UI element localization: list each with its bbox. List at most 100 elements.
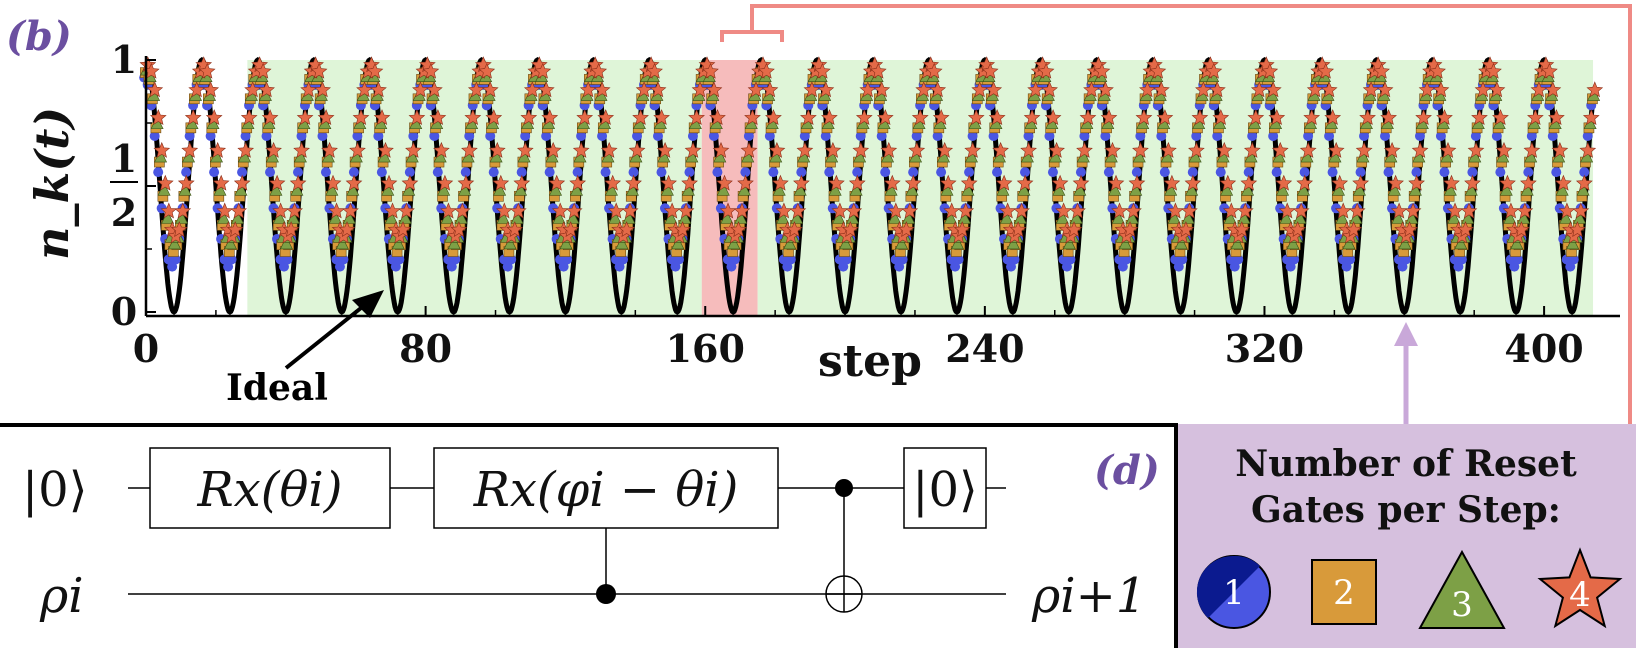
marker-4-214 (887, 202, 905, 219)
marker-4-156 (684, 141, 702, 158)
marker-1-381 (1470, 130, 1481, 141)
marker-4-43 (289, 174, 307, 191)
marker-4-67 (373, 109, 391, 126)
marker-1-387 (1491, 130, 1502, 141)
marker-4-332 (1299, 141, 1317, 158)
marker-4-117 (548, 174, 566, 191)
marker-4-242 (985, 81, 1003, 98)
marker-4-25 (226, 221, 244, 238)
marker-4-333 (1303, 109, 1321, 126)
marker-4-108 (516, 141, 534, 158)
marker-4-187 (793, 174, 810, 191)
marker-1-388 (1495, 167, 1506, 178)
marker-4-252 (1020, 141, 1037, 158)
reset-gate (903, 447, 987, 529)
marker-4-44 (293, 141, 310, 158)
marker-4-268 (1076, 141, 1093, 158)
highlight-bracket (720, 30, 784, 42)
marker-1-185 (785, 254, 796, 265)
marker-4-389 (1499, 174, 1516, 191)
marker-4-5 (156, 174, 174, 191)
marker-4-77 (408, 109, 426, 126)
marker-4-251 (1016, 174, 1034, 191)
marker-1-221 (911, 130, 922, 141)
marker-4-210 (873, 81, 891, 98)
marker-4-220 (908, 141, 926, 158)
marker-4-404 (1551, 141, 1569, 158)
marker-3-184 (783, 236, 797, 250)
marker-4-105 (506, 221, 524, 238)
marker-4-330 (1292, 202, 1310, 219)
marker-4-68 (377, 141, 394, 158)
marker-1-147 (653, 130, 663, 141)
marker-1-228 (936, 167, 947, 178)
marker-4-65 (366, 62, 384, 79)
marker-4-244 (992, 141, 1009, 158)
legend-star-icon (1537, 547, 1623, 629)
marker-1-93 (464, 130, 475, 141)
marker-4-345 (1345, 221, 1363, 238)
marker-4-177 (758, 62, 775, 79)
marker-4-267 (1072, 174, 1090, 191)
gate-rx-theta (149, 447, 391, 529)
marker-4-274 (1097, 81, 1114, 98)
marker-4-114 (537, 81, 555, 98)
marker-4-361 (1401, 221, 1418, 238)
marker-4-50 (314, 81, 331, 98)
marker-4-377 (1457, 221, 1474, 238)
marker-4-166 (719, 202, 737, 219)
marker-4-409 (1568, 221, 1586, 238)
marker-3-376 (1454, 236, 1468, 250)
marker-4-155 (681, 174, 698, 191)
marker-1-413 (1582, 130, 1593, 141)
marker-4-356 (1383, 141, 1401, 158)
marker-4-281 (1121, 221, 1139, 238)
marker-4-241 (981, 62, 999, 79)
marker-1-377 (1456, 254, 1467, 265)
marker-4-12 (181, 141, 199, 158)
marker-4-150 (663, 202, 681, 219)
marker-1-189 (799, 130, 810, 141)
marker-4-172 (740, 141, 758, 158)
marker-1-308 (1215, 167, 1226, 178)
marker-4-171 (737, 174, 754, 191)
marker-1-243 (988, 130, 999, 141)
marker-4-259 (1044, 109, 1062, 126)
marker-4-59 (345, 174, 363, 191)
marker-4-132 (600, 141, 618, 158)
marker-4-393 (1513, 221, 1530, 238)
marker-3-120 (559, 236, 573, 250)
marker-3-152 (671, 236, 685, 250)
marker-4-133 (604, 174, 622, 191)
marker-1-28 (237, 167, 248, 178)
marker-4-369 (1429, 62, 1446, 79)
marker-1-339 (1324, 130, 1335, 141)
marker-4-301 (1191, 109, 1209, 126)
marker-4-321 (1261, 62, 1279, 79)
marker-4-138 (621, 202, 639, 219)
marker-4-45 (296, 109, 314, 126)
marker-4-42 (286, 202, 303, 219)
marker-4-81 (422, 62, 440, 79)
marker-1-61 (352, 130, 363, 141)
legend-square-icon (1311, 559, 1377, 625)
marker-4-358 (1390, 202, 1408, 219)
marker-4-180 (768, 141, 786, 158)
marker-4-82 (426, 81, 443, 98)
marker-4-131 (597, 109, 615, 126)
marker-4-370 (1432, 81, 1450, 98)
marker-1-44 (292, 167, 303, 178)
marker-4-372 (1439, 141, 1457, 158)
rho-output: ρi+1 (1031, 568, 1146, 624)
marker-4-4 (153, 141, 171, 158)
marker-4-410 (1572, 202, 1590, 219)
marker-1-371 (1435, 130, 1446, 141)
ideal-annotation: Ideal (226, 367, 328, 409)
marker-4-76 (405, 141, 422, 158)
marker-4-124 (572, 141, 590, 158)
marker-1-396 (1523, 167, 1534, 178)
legend-panel: Number of Reset Gates per Step: 1 2 3 4 (1178, 424, 1636, 648)
marker-1-329 (1289, 254, 1300, 265)
marker-4-116 (544, 141, 562, 158)
x-tick-label-0: 0 (133, 326, 159, 371)
